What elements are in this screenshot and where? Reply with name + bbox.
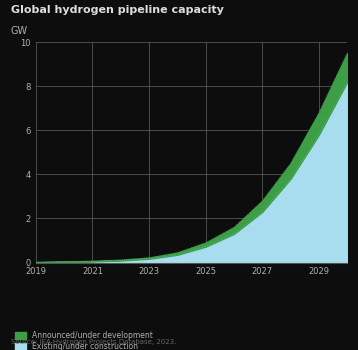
Text: Source: IEA Hydrogen Projects Database, 2023.: Source: IEA Hydrogen Projects Database, … [11,339,176,345]
Legend: Announced/under development, Existing/under construction: Announced/under development, Existing/un… [15,331,153,350]
Text: Global hydrogen pipeline capacity: Global hydrogen pipeline capacity [11,5,224,15]
Text: GW: GW [11,26,28,36]
